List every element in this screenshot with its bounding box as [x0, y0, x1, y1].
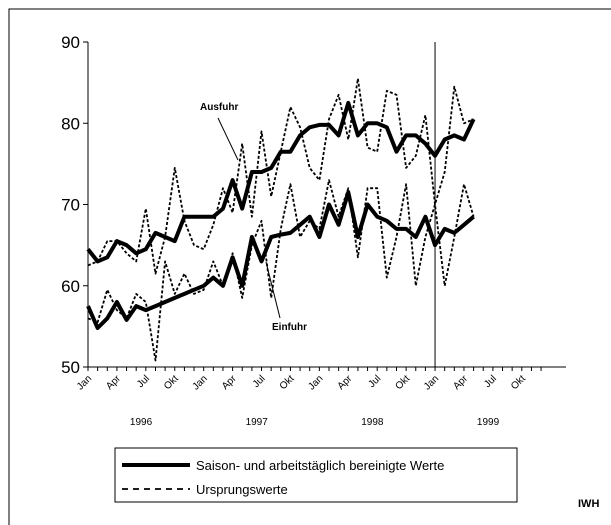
x-tick-label: Okt	[162, 373, 181, 392]
x-tick-label: Apr	[336, 373, 355, 392]
x-tick-label: Okt	[278, 373, 297, 392]
x-tick-label: Apr	[104, 373, 123, 392]
y-tick-label: 50	[61, 358, 80, 377]
year-label: 1998	[361, 417, 384, 428]
annotation-arrow	[265, 261, 281, 319]
x-tick-label: Apr	[220, 373, 239, 392]
adjusted-line	[86, 100, 476, 264]
frame	[8, 8, 611, 525]
annotation: Ausfuhr	[200, 102, 238, 113]
x-tick-label: Jul	[251, 373, 268, 390]
x-tick-label: Jul	[135, 373, 152, 390]
original-line	[87, 179, 475, 362]
x-tick-label: Jan	[422, 373, 441, 392]
legend-box	[114, 447, 518, 503]
x-tick-label: Jul	[482, 373, 499, 390]
y-tick-label: 80	[61, 114, 80, 133]
y-tick-label: 60	[61, 277, 80, 296]
legend-label: Saison- und arbeitstäglich bereinigte We…	[196, 458, 444, 473]
x-tick-label: Jul	[366, 373, 383, 390]
x-tick-label: Jan	[306, 373, 325, 392]
year-label: 1997	[246, 417, 269, 428]
x-tick-label: Apr	[451, 373, 470, 392]
x-tick-label: Jan	[191, 373, 210, 392]
x-tick-label: Okt	[509, 373, 528, 392]
annotation: Einfuhr	[272, 322, 307, 333]
x-tick-label: Okt	[393, 373, 412, 392]
y-tick-label: 70	[61, 196, 80, 215]
year-label: 1999	[477, 417, 500, 428]
source: IWH	[578, 498, 599, 510]
adjusted-line	[86, 190, 475, 330]
legend-label: Ursprungswerte	[196, 482, 288, 497]
original-line	[87, 77, 474, 275]
year-label: 1996	[130, 417, 153, 428]
annotation-arrow	[217, 117, 239, 161]
y-tick-label: 90	[61, 33, 80, 52]
